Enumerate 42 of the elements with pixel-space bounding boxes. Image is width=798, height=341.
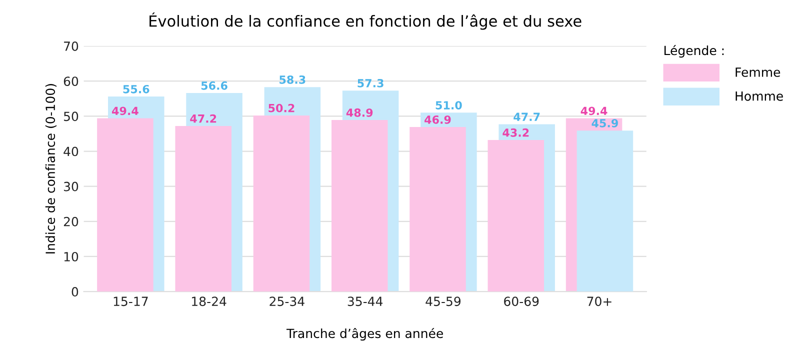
x-tick-label: 15-17	[114, 296, 148, 306]
bar	[331, 120, 388, 292]
bar	[410, 127, 466, 292]
data-label: 51.0	[436, 101, 462, 110]
x-tick-label: 60-69	[504, 296, 539, 306]
bar	[97, 118, 154, 292]
y-tick-label: 30	[64, 182, 78, 192]
legend-label: Homme	[736, 92, 783, 101]
y-tick-label: 20	[64, 216, 78, 226]
data-label: 56.6	[201, 81, 228, 90]
y-tick-label: 10	[64, 252, 78, 262]
data-label: 47.7	[514, 112, 540, 121]
legend-label: Femme	[736, 68, 780, 77]
data-label: 50.2	[268, 104, 294, 112]
data-label: 47.2	[190, 114, 216, 123]
data-label: 45.9	[592, 118, 618, 128]
data-label: 57.3	[358, 78, 384, 88]
y-axis-title: Indice de confiance (0-100)	[45, 84, 57, 254]
y-tick-label: 40	[64, 146, 78, 156]
x-tick-label: 35-44	[348, 296, 383, 306]
x-tick-label: 45-59	[426, 296, 461, 306]
y-tick-label: 70	[64, 42, 78, 51]
data-label: 43.2	[502, 128, 529, 137]
y-tick-label: 60	[64, 76, 78, 86]
data-label: 49.4	[112, 106, 138, 116]
bar	[488, 140, 544, 292]
chart-title: Évolution de la confiance en fonction de l’âge et du sexe	[150, 12, 582, 30]
x-axis-title: Tranche d’âges en année	[286, 328, 443, 341]
bar	[253, 115, 310, 292]
data-label: 49.4	[580, 106, 608, 116]
x-tick-label: 25-34	[270, 296, 304, 306]
x-tick-label: 18-24	[192, 296, 226, 306]
x-tick-label: 70+	[587, 296, 612, 306]
bar	[175, 126, 232, 292]
y-tick-label: 50	[64, 112, 78, 122]
legend-title: Légende :	[664, 45, 724, 58]
bar	[576, 130, 634, 292]
data-label: 48.9	[346, 108, 373, 117]
y-tick-label: 0	[72, 287, 78, 296]
data-label: 55.6	[123, 84, 150, 94]
data-label: 46.9	[424, 115, 451, 124]
data-label: 58.3	[280, 75, 306, 84]
